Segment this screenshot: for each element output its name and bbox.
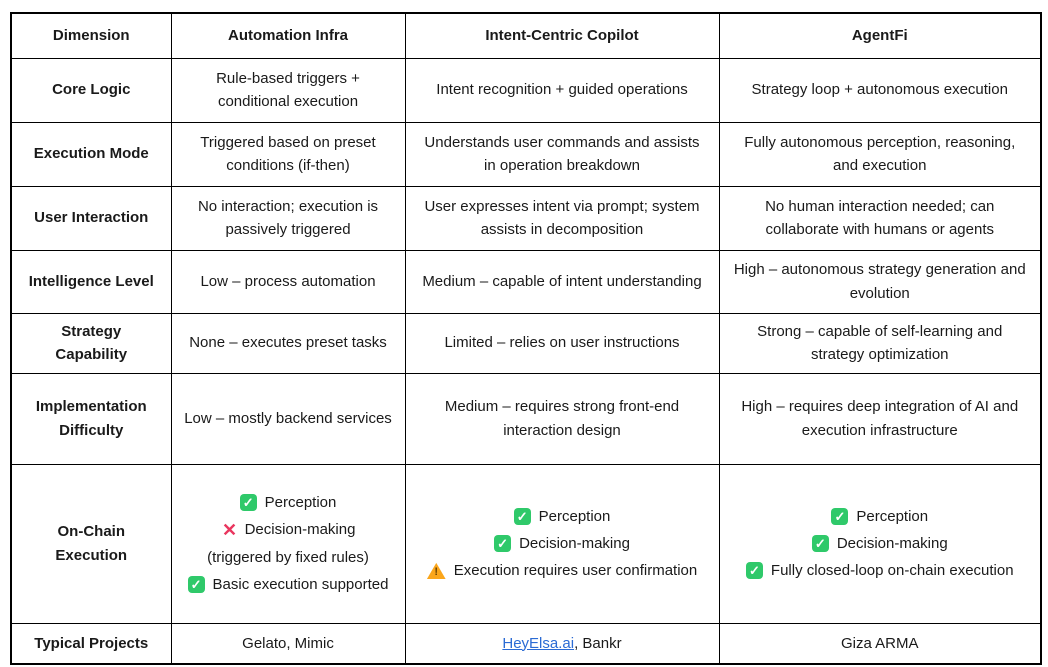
row-label-typical-projects: Typical Projects <box>10 622 172 665</box>
cell-strategy-capability-agentfi: Strong – capable of self-learning and st… <box>718 312 1042 374</box>
table-row: On-Chain Execution Perception Decision-m… <box>10 463 1042 624</box>
check-icon <box>494 535 512 552</box>
row-label-intelligence-level: Intelligence Level <box>10 249 172 314</box>
cell-on-chain-agentfi: Perception Decision-making Fully closed-… <box>718 463 1042 624</box>
on-chain-line: Decision-making <box>418 532 707 555</box>
check-icon <box>831 507 849 525</box>
cell-projects-copilot: HeyElsa.ai, Bankr <box>404 622 720 665</box>
table-row: Typical Projects Gelato, Mimic HeyElsa.a… <box>10 622 1042 665</box>
table-row: Intelligence Level Low – process automat… <box>10 249 1042 314</box>
warning-icon <box>426 562 446 580</box>
on-chain-label: Perception <box>538 507 611 525</box>
on-chain-label: Decision-making <box>519 534 630 552</box>
on-chain-label: (triggered by fixed rules) <box>207 548 369 566</box>
table-row: Execution Mode Triggered based on preset… <box>10 121 1042 187</box>
row-label-strategy-capability: Strategy Capability <box>10 312 172 374</box>
cell-intelligence-level-agentfi: High – autonomous strategy generation an… <box>718 249 1042 314</box>
on-chain-line: Perception <box>184 491 393 514</box>
row-label-user-interaction: User Interaction <box>10 185 172 251</box>
check-icon <box>513 507 531 525</box>
on-chain-line: Fully closed-loop on-chain execution <box>732 559 1029 582</box>
on-chain-label: Perception <box>264 494 337 511</box>
header-dimension: Dimension <box>10 12 172 59</box>
cell-on-chain-copilot: Perception Decision-making Execution req… <box>404 463 720 624</box>
on-chain-label: Basic execution supported <box>212 575 389 593</box>
on-chain-line: Execution requires user confirmation <box>418 559 707 582</box>
cell-core-logic-copilot: Intent recognition + guided operations <box>404 57 720 123</box>
table-row: Core Logic Rule-based triggers + conditi… <box>10 57 1042 123</box>
on-chain-line: Decision-making <box>184 518 393 541</box>
cell-projects-automation: Gelato, Mimic <box>170 622 406 665</box>
row-label-implementation-difficulty: Implementation Difficulty <box>10 372 172 465</box>
on-chain-label: Decision-making <box>836 534 948 552</box>
cell-strategy-capability-automation: None – executes preset tasks <box>170 312 406 374</box>
header-automation-infra: Automation Infra <box>170 12 406 59</box>
header-agentfi: AgentFi <box>718 12 1042 59</box>
check-icon <box>239 494 257 512</box>
cell-execution-mode-automation: Triggered based on preset conditions (if… <box>170 121 406 187</box>
cell-execution-mode-copilot: Understands user commands and assists in… <box>404 121 720 187</box>
on-chain-line: Perception <box>732 505 1029 528</box>
on-chain-label: Perception <box>856 507 929 525</box>
cross-icon <box>221 521 239 539</box>
cell-on-chain-automation: Perception Decision-making (triggered by… <box>170 463 406 624</box>
projects-copilot-rest: , Bankr <box>574 634 622 652</box>
on-chain-label: Fully closed-loop on-chain execution <box>770 562 1014 580</box>
table-row: Strategy Capability None – executes pres… <box>10 312 1042 374</box>
row-label-core-logic: Core Logic <box>10 57 172 123</box>
on-chain-line: Basic execution supported <box>184 573 393 596</box>
on-chain-label: Decision-making <box>244 521 356 539</box>
cell-core-logic-agentfi: Strategy loop + autonomous execution <box>718 57 1042 123</box>
cell-execution-mode-agentfi: Fully autonomous perception, reasoning, … <box>718 121 1042 187</box>
cell-implementation-difficulty-agentfi: High – requires deep integration of AI a… <box>718 372 1042 465</box>
on-chain-line: Decision-making <box>732 532 1029 555</box>
check-icon <box>811 535 829 552</box>
cell-strategy-capability-copilot: Limited – relies on user instructions <box>404 312 720 374</box>
on-chain-label: Execution requires user confirmation <box>453 562 698 580</box>
check-icon <box>745 562 763 580</box>
check-icon <box>187 575 205 593</box>
cell-user-interaction-automation: No interaction; execution is passively t… <box>170 185 406 251</box>
cell-projects-agentfi: Giza ARMA <box>718 622 1042 665</box>
cell-implementation-difficulty-copilot: Medium – requires strong front-end inter… <box>404 372 720 465</box>
cell-implementation-difficulty-automation: Low – mostly backend services <box>170 372 406 465</box>
cell-intelligence-level-copilot: Medium – capable of intent understanding <box>404 249 720 314</box>
table-row: User Interaction No interaction; executi… <box>10 185 1042 251</box>
heyelsa-link[interactable]: HeyElsa.ai <box>502 634 575 652</box>
on-chain-line: Perception <box>418 505 707 528</box>
header-intent-centric-copilot: Intent-Centric Copilot <box>404 12 720 59</box>
comparison-table: Dimension Automation Infra Intent-Centri… <box>10 12 1042 665</box>
on-chain-line: (triggered by fixed rules) <box>184 546 393 569</box>
cell-user-interaction-agentfi: No human interaction needed; can collabo… <box>718 185 1042 251</box>
row-label-execution-mode: Execution Mode <box>10 121 172 187</box>
table-row: Implementation Difficulty Low – mostly b… <box>10 372 1042 465</box>
cell-core-logic-automation: Rule-based triggers + conditional execut… <box>170 57 406 123</box>
row-label-on-chain-execution: On-Chain Execution <box>10 463 172 624</box>
table-header-row: Dimension Automation Infra Intent-Centri… <box>10 12 1042 59</box>
cell-intelligence-level-automation: Low – process automation <box>170 249 406 314</box>
cell-user-interaction-copilot: User expresses intent via prompt; system… <box>404 185 720 251</box>
